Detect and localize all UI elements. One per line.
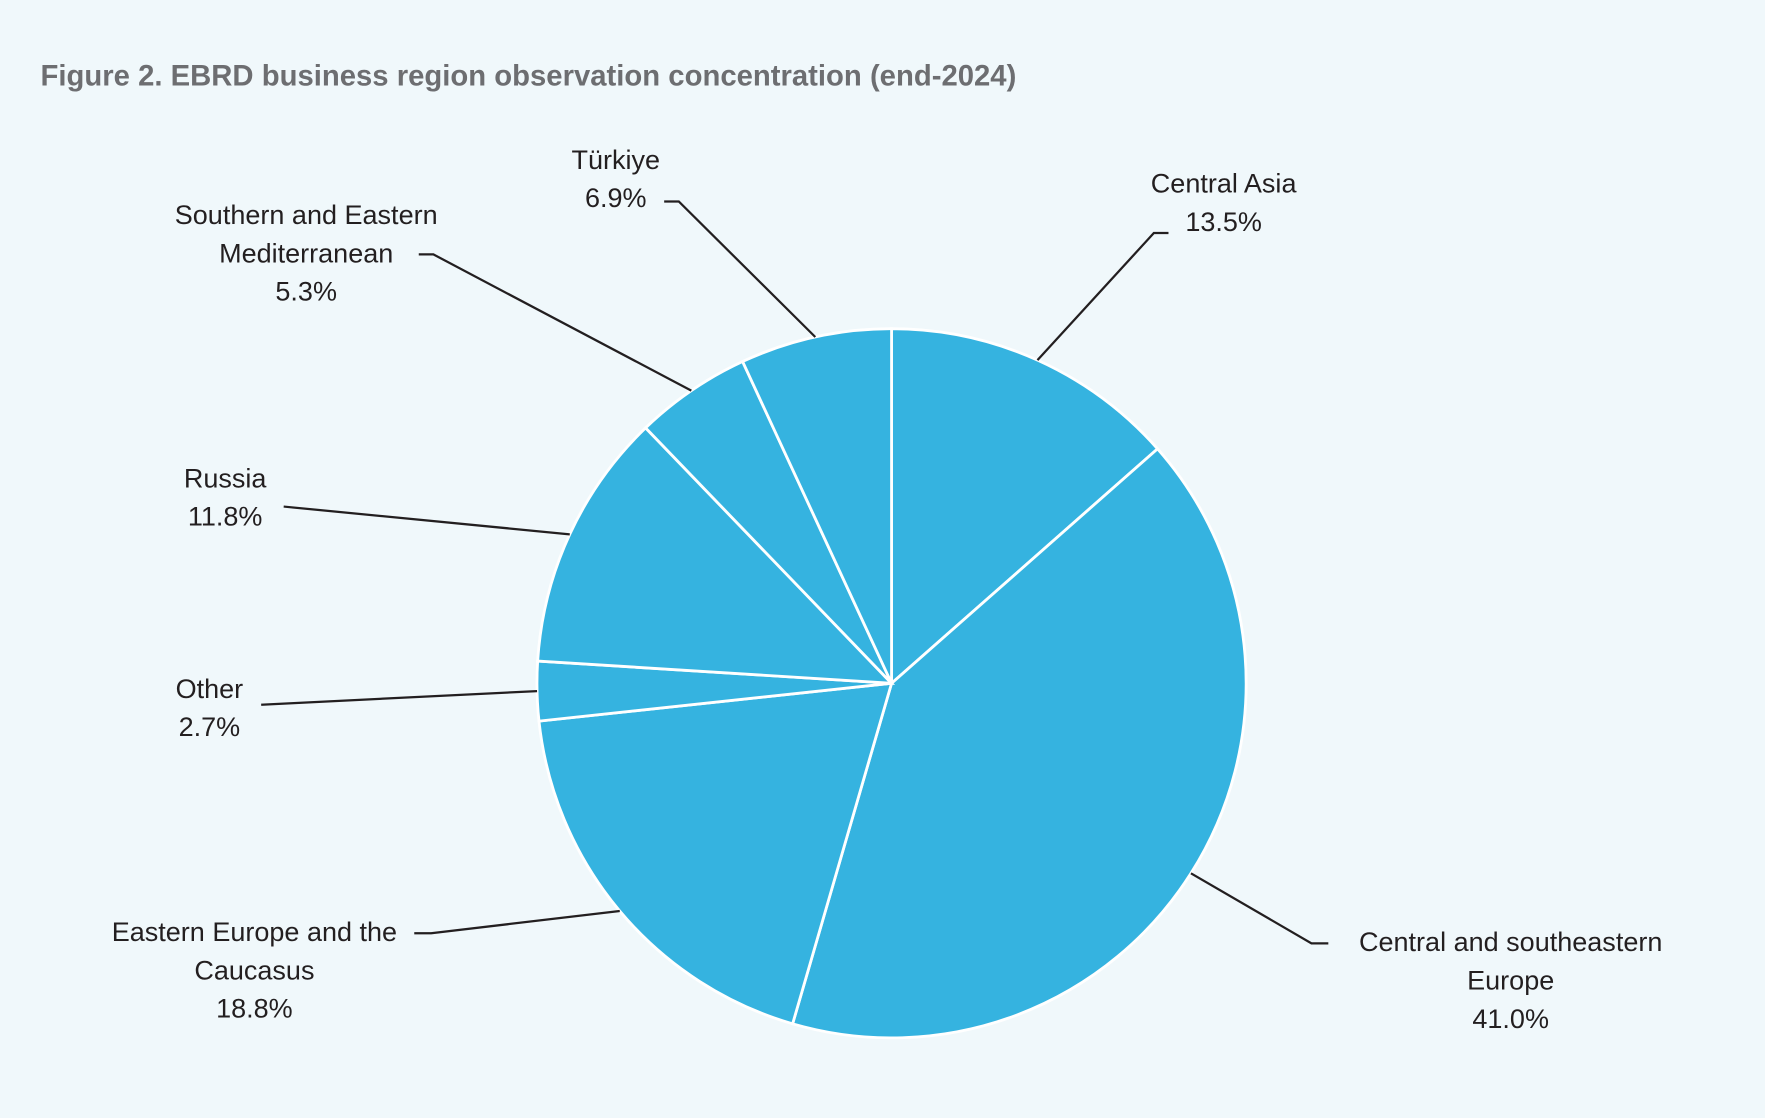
slice-label: Eastern Europe and the Caucasus 18.8% [94,914,415,1029]
slice-label: Türkiye 6.9% [531,142,700,219]
value-label: 13.5% [1185,207,1262,238]
category-label: Other [175,674,244,705]
slice-label: Other 2.7% [142,671,277,748]
leader-line [664,200,817,338]
category-label: Russia [183,463,267,495]
leader-line [1190,872,1329,945]
value-label: 5.3% [275,276,337,308]
leader-line [1036,231,1169,361]
value-label: 6.9% [584,183,647,214]
value-label: 41.0% [1472,1004,1549,1035]
category-label: Central and southeastern Europe [1358,927,1663,997]
leader-line [283,505,570,536]
chart-title: Figure 2. EBRD business region observati… [40,58,1017,93]
leader-line [418,253,692,392]
pie-slice [537,681,894,1026]
leader-line [414,909,620,935]
category-label: Eastern Europe and the Caucasus [111,917,398,987]
category-label: Türkiye [571,145,661,176]
value-label: 18.8% [216,993,293,1025]
slice-label: Central and southeastern Europe 41.0% [1336,924,1685,1039]
slice-label: Russia 11.8% [158,460,293,537]
slice-label: Southern and Eastern Mediterranean 5.3% [154,197,458,312]
pie-slice [790,446,1248,1040]
value-label: 2.7% [178,712,241,743]
pie-slice [536,425,896,685]
slice-label: Central Asia 13.5% [1100,165,1348,242]
category-label: Southern and Eastern Mediterranean [174,200,438,270]
leader-line [261,689,538,706]
value-label: 11.8% [187,502,263,533]
category-label: Central Asia [1150,168,1297,200]
